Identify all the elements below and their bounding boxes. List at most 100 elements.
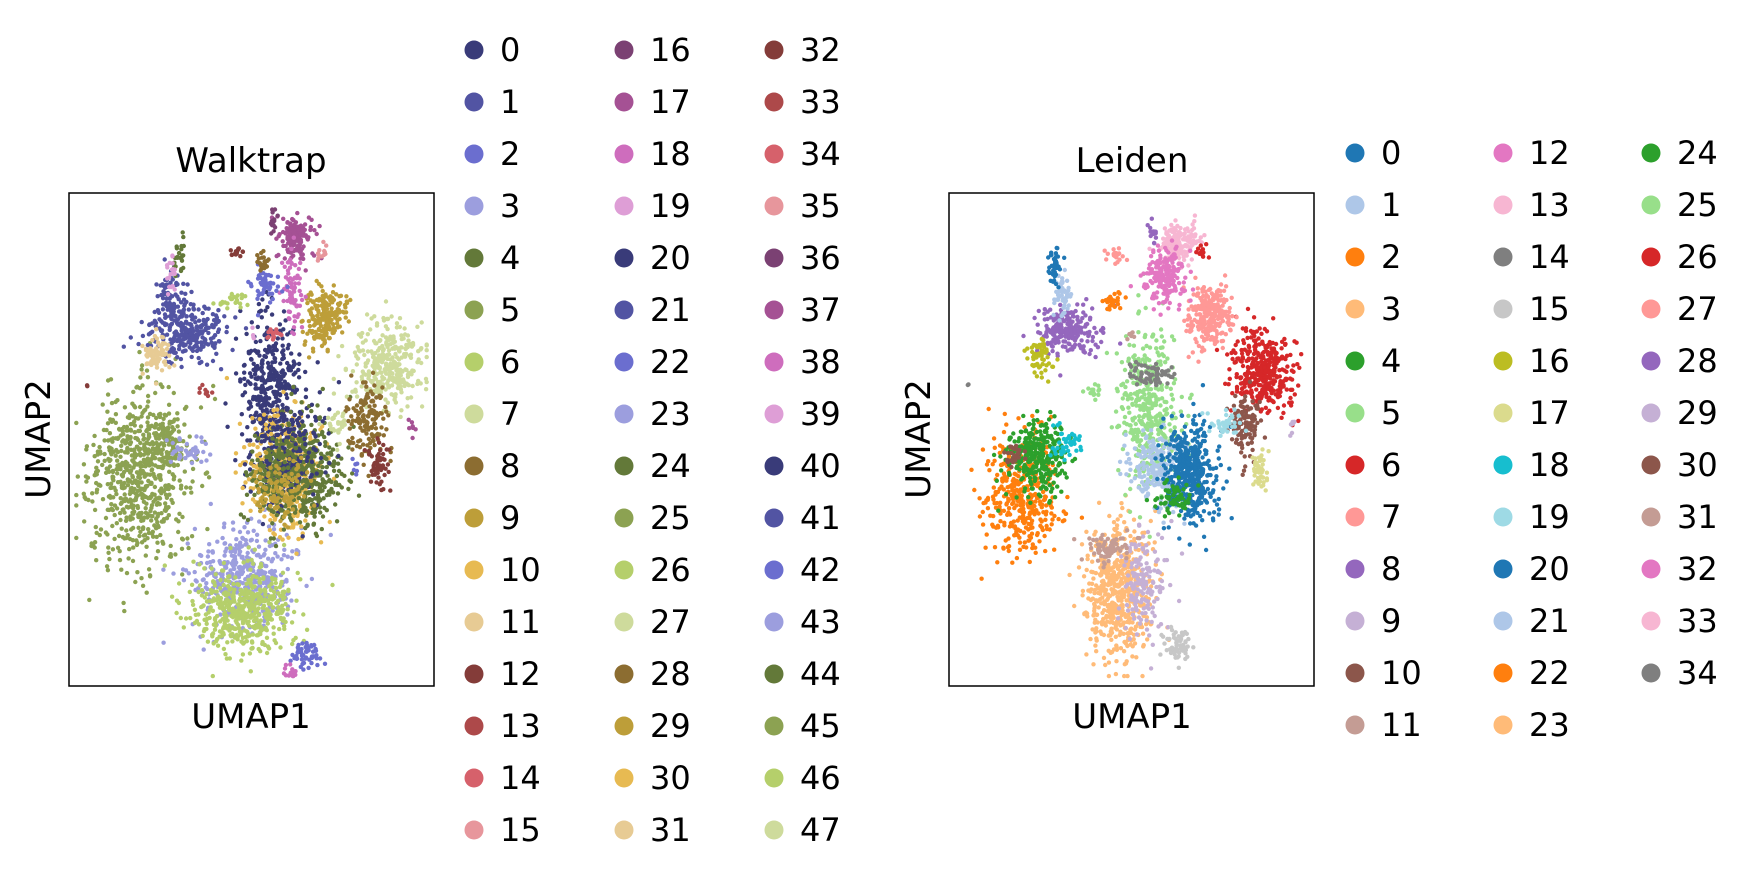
scatter-point [386,383,391,388]
scatter-point [121,600,126,606]
scatter-point [193,612,198,617]
scatter-point [147,495,153,500]
scatter-point [153,463,158,468]
scatter-point [321,302,326,307]
scatter-point [290,549,295,554]
scatter-point [282,482,288,488]
scatter-point [281,428,286,433]
scatter-point [74,492,79,498]
scatter-point [242,462,248,467]
scatter-point [261,262,266,267]
scatter-point [253,594,258,599]
scatter-point [242,525,247,530]
scatter-point [235,602,240,607]
scatter-point [299,507,305,512]
scatter-point [239,432,245,437]
scatter-point [188,313,194,319]
scatter-point [312,228,317,233]
scatter-point [178,356,184,362]
scatter-point [275,336,280,341]
scatter-point [175,445,180,450]
scatter-point [385,326,390,332]
scatter-point [315,403,320,408]
scatter-point [391,345,396,351]
scatter-point [248,381,253,387]
scatter-point [185,282,190,287]
scatter-point [323,440,328,445]
scatter-point [280,239,285,244]
scatter-point [81,462,87,467]
scatter-point [186,307,191,312]
scatter-point [285,612,290,617]
scatter-point [123,465,129,471]
scatter-point [106,550,111,555]
scatter-point [303,479,309,485]
scatter-point [366,376,371,381]
scatter-point [197,360,202,366]
scatter-point [296,281,301,286]
scatter-point [254,538,260,544]
scatter-point [290,417,295,423]
scatter-point [193,320,198,325]
scatter-point [359,453,364,458]
scatter-point [263,390,268,396]
scatter-point [322,505,327,511]
scatter-point [361,371,366,376]
scatter-point [299,464,304,469]
scatter-point [301,667,306,672]
scatter-point [222,613,228,618]
scatter-point [274,253,279,259]
scatter-point [201,647,206,652]
scatter-point [333,502,338,507]
scatter-point [206,549,211,554]
scatter-point [268,374,273,379]
scatter-point [282,522,287,527]
scatter-point [303,442,308,447]
scatter-point [322,661,328,666]
scatter-point [110,469,116,475]
scatter-point [416,357,421,362]
scatter-point [369,316,374,321]
scatter-point [364,419,369,424]
scatter-point [360,348,366,353]
scatter-point [277,626,282,632]
scatter-point [316,308,321,313]
scatter-point [360,414,365,419]
scatter-point [135,444,140,450]
scatter-point [104,466,110,471]
scatter-point [196,307,201,312]
scatter-point [152,510,158,515]
scatter-point [135,462,140,467]
scatter-point [336,468,342,474]
scatter-point [274,463,279,469]
scatter-point [162,285,168,290]
scatter-point [184,314,189,319]
scatter-point [288,276,293,281]
scatter-point [168,543,173,549]
scatter-point [162,563,167,568]
scatter-point [326,431,331,436]
walktrap-title: Walktrap [175,141,326,181]
scatter-point [145,404,150,409]
scatter-point [248,461,254,466]
scatter-point [297,415,302,421]
scatter-point [347,397,352,402]
scatter-point [165,292,171,297]
scatter-point [222,610,228,615]
scatter-point [124,515,129,520]
scatter-point [331,391,337,396]
scatter-point [241,560,246,565]
scatter-point [202,304,207,309]
scatter-point [274,600,279,606]
scatter-point [294,653,299,659]
scatter-point [318,460,323,465]
scatter-point [366,436,372,442]
scatter-point [154,516,159,521]
scatter-point [181,625,186,630]
scatter-point [233,458,238,463]
scatter-point [324,243,329,248]
scatter-point [161,519,166,524]
scatter-point [256,620,262,625]
scatter-point [212,627,218,632]
scatter-point [120,439,125,444]
